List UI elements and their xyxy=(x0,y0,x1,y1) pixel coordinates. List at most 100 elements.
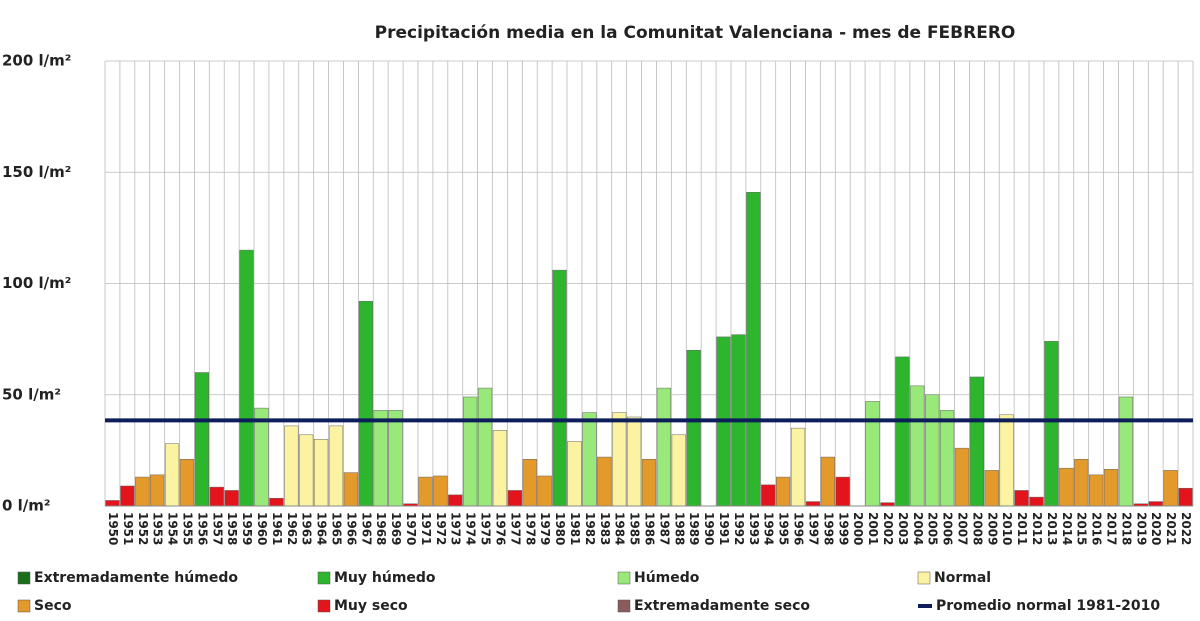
y-tick-label: 150 l/m² xyxy=(2,163,71,181)
x-tick-label: 2013 xyxy=(1045,512,1059,545)
x-tick-label: 1979 xyxy=(538,512,552,545)
x-tick-label: 2019 xyxy=(1134,512,1148,545)
x-tick-label: 2007 xyxy=(955,512,969,545)
y-tick-label: 50 l/m² xyxy=(2,385,61,403)
x-tick-label: 2014 xyxy=(1060,512,1074,545)
bar xyxy=(120,485,135,507)
bar xyxy=(1029,496,1044,507)
x-tick-label: 1952 xyxy=(136,512,150,545)
bar xyxy=(761,484,776,507)
legend-label: Promedio normal 1981-2010 xyxy=(936,598,1160,614)
bar xyxy=(492,430,508,507)
bar xyxy=(299,434,314,507)
bar xyxy=(552,269,567,507)
x-tick-label: 1985 xyxy=(628,512,642,545)
x-tick-label: 1997 xyxy=(806,512,820,545)
bar xyxy=(1014,490,1029,507)
chart-title: Precipitación media en la Comunitat Vale… xyxy=(375,23,1016,43)
x-tick-label: 2006 xyxy=(941,512,955,545)
y-tick-label: 200 l/m² xyxy=(2,52,71,70)
x-tick-label: 1984 xyxy=(613,512,627,545)
x-tick-label: 1960 xyxy=(255,512,269,545)
x-tick-label: 1963 xyxy=(300,512,314,545)
x-tick-label: 2018 xyxy=(1119,512,1133,545)
x-tick-label: 1966 xyxy=(344,512,358,545)
x-tick-label: 1990 xyxy=(702,512,716,545)
legend-swatch xyxy=(317,599,331,613)
x-tick-label: 1999 xyxy=(836,512,850,545)
bar xyxy=(194,372,209,507)
bar xyxy=(984,470,999,507)
legend-label: Muy húmedo xyxy=(334,570,436,586)
legend-swatch xyxy=(17,571,31,585)
bar xyxy=(537,475,552,507)
bar xyxy=(925,394,940,507)
bar xyxy=(880,502,895,507)
bar xyxy=(999,414,1014,507)
bar xyxy=(1089,474,1104,507)
bar xyxy=(209,486,224,507)
bar xyxy=(626,416,642,507)
x-tick-label: 1950 xyxy=(106,512,120,545)
bar xyxy=(1103,469,1119,507)
bar xyxy=(179,459,195,507)
x-tick-label: 2010 xyxy=(1000,512,1014,545)
x-tick-label: 1954 xyxy=(166,512,180,545)
x-tick-label: 1969 xyxy=(389,512,403,545)
bar xyxy=(790,427,806,507)
bar xyxy=(1074,459,1089,507)
bar xyxy=(388,410,403,507)
bar xyxy=(164,443,180,507)
bar xyxy=(1163,470,1178,507)
x-tick-label: 1951 xyxy=(121,512,135,545)
x-tick-label: 1996 xyxy=(792,512,806,545)
bar xyxy=(269,497,284,507)
x-tick-label: 1978 xyxy=(523,512,537,545)
legend-label: Seco xyxy=(34,598,72,614)
legend-swatch xyxy=(617,571,631,585)
bar xyxy=(358,301,373,507)
bar xyxy=(656,387,672,507)
legend-label: Extremadamente seco xyxy=(634,598,810,614)
x-tick-label: 1956 xyxy=(195,512,209,545)
bar xyxy=(895,356,910,507)
bar xyxy=(776,476,791,507)
x-tick-label: 1994 xyxy=(762,512,776,545)
x-tick-label: 2001 xyxy=(866,512,880,545)
bar xyxy=(418,476,433,507)
x-tick-label: 2008 xyxy=(970,512,984,545)
bar xyxy=(328,425,344,507)
x-tick-label: 2017 xyxy=(1105,512,1119,545)
x-tick-label: 1962 xyxy=(285,512,299,545)
x-tick-label: 1970 xyxy=(404,512,418,545)
bar xyxy=(969,376,984,507)
legend-swatch xyxy=(917,571,931,585)
x-tick-label: 1968 xyxy=(374,512,388,545)
bar xyxy=(522,459,537,507)
bar xyxy=(865,401,880,507)
x-tick-label: 1955 xyxy=(180,512,194,545)
legend-swatch xyxy=(17,599,31,613)
legend-swatch xyxy=(317,571,331,585)
bar xyxy=(343,472,359,507)
bar xyxy=(686,350,701,507)
x-tick-label: 1958 xyxy=(225,512,239,545)
bar xyxy=(1148,501,1163,507)
x-tick-label: 2020 xyxy=(1149,512,1163,545)
y-tick-label: 0 l/m² xyxy=(2,497,50,515)
bar xyxy=(284,425,299,507)
bar xyxy=(1059,467,1074,507)
bar xyxy=(105,500,120,507)
bar xyxy=(477,387,493,507)
x-tick-label: 2016 xyxy=(1090,512,1104,545)
x-tick-label: 2003 xyxy=(896,512,910,545)
x-tick-label: 1989 xyxy=(687,512,701,545)
x-tick-label: 1959 xyxy=(240,512,254,545)
x-tick-label: 1992 xyxy=(732,512,746,545)
bar xyxy=(1178,487,1193,507)
x-tick-label: 1971 xyxy=(419,512,433,545)
bar xyxy=(820,456,835,507)
bar xyxy=(746,192,761,507)
bar xyxy=(314,439,329,507)
